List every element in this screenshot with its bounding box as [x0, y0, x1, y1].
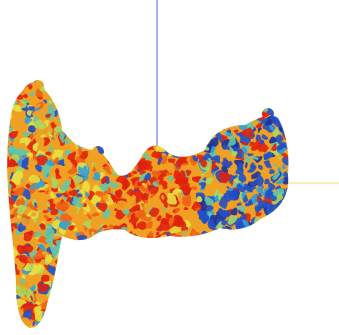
molecular-surface-render	[7, 0, 339, 328]
protein-surface	[7, 80, 289, 328]
molecular-viewer-canvas[interactable]	[0, 0, 339, 335]
